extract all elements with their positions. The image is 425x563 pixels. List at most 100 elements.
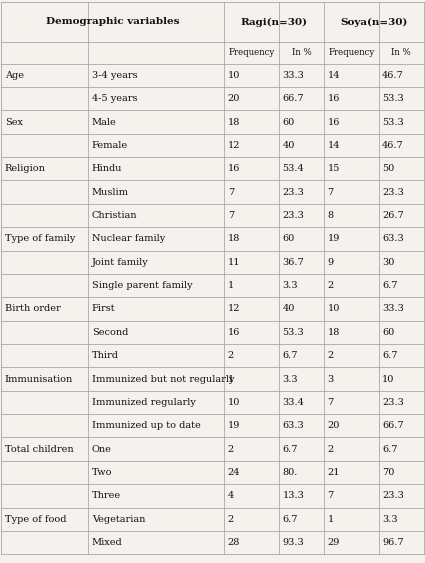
Text: 33.4: 33.4 bbox=[282, 398, 304, 407]
Text: 10: 10 bbox=[228, 398, 240, 407]
Text: Christian: Christian bbox=[92, 211, 137, 220]
Text: 93.3: 93.3 bbox=[282, 538, 304, 547]
Text: Age: Age bbox=[5, 71, 24, 80]
Text: Joint family: Joint family bbox=[92, 258, 148, 267]
Text: 1: 1 bbox=[228, 374, 234, 383]
Text: Soya(n=30): Soya(n=30) bbox=[340, 17, 408, 26]
Text: Hindu: Hindu bbox=[92, 164, 122, 173]
Text: 46.7: 46.7 bbox=[382, 71, 404, 80]
Text: 29: 29 bbox=[327, 538, 340, 547]
Text: 23.3: 23.3 bbox=[382, 187, 404, 196]
Text: One: One bbox=[92, 445, 112, 454]
Text: 46.7: 46.7 bbox=[382, 141, 404, 150]
Text: 96.7: 96.7 bbox=[382, 538, 404, 547]
Text: 6.7: 6.7 bbox=[382, 281, 398, 290]
Text: 11: 11 bbox=[228, 258, 240, 267]
Text: 7: 7 bbox=[228, 187, 234, 196]
Text: 3.3: 3.3 bbox=[282, 281, 298, 290]
Text: 7: 7 bbox=[327, 187, 334, 196]
Text: Single parent family: Single parent family bbox=[92, 281, 193, 290]
Text: 10: 10 bbox=[327, 305, 340, 314]
Text: 60: 60 bbox=[282, 118, 295, 127]
Text: 23.3: 23.3 bbox=[282, 211, 304, 220]
Text: Religion: Religion bbox=[5, 164, 45, 173]
Text: In %: In % bbox=[391, 48, 411, 57]
Text: First: First bbox=[92, 305, 115, 314]
Text: 12: 12 bbox=[228, 305, 240, 314]
Text: 33.3: 33.3 bbox=[282, 71, 304, 80]
Text: In %: In % bbox=[292, 48, 312, 57]
Text: Immunized regularly: Immunized regularly bbox=[92, 398, 196, 407]
Text: 19: 19 bbox=[327, 234, 340, 243]
Text: 18: 18 bbox=[228, 118, 240, 127]
Text: 1: 1 bbox=[327, 515, 334, 524]
Text: 9: 9 bbox=[327, 258, 334, 267]
Text: Nuclear family: Nuclear family bbox=[92, 234, 165, 243]
Text: 50: 50 bbox=[382, 164, 394, 173]
Text: 33.3: 33.3 bbox=[382, 305, 404, 314]
Text: 16: 16 bbox=[228, 328, 240, 337]
Text: 16: 16 bbox=[327, 118, 340, 127]
Text: 2: 2 bbox=[228, 351, 234, 360]
Text: 3: 3 bbox=[327, 374, 334, 383]
Text: Third: Third bbox=[92, 351, 119, 360]
Text: Type of food: Type of food bbox=[5, 515, 66, 524]
Text: 15: 15 bbox=[327, 164, 340, 173]
Text: Type of family: Type of family bbox=[5, 234, 75, 243]
Text: 2: 2 bbox=[327, 351, 334, 360]
Text: 2: 2 bbox=[327, 281, 334, 290]
Text: 4-5 years: 4-5 years bbox=[92, 94, 137, 103]
Text: Demographic variables: Demographic variables bbox=[46, 17, 179, 26]
Text: 2: 2 bbox=[327, 445, 334, 454]
Text: Ragi(n=30): Ragi(n=30) bbox=[241, 17, 308, 26]
Text: 18: 18 bbox=[228, 234, 240, 243]
Text: 53.4: 53.4 bbox=[282, 164, 304, 173]
Text: 3.3: 3.3 bbox=[382, 515, 398, 524]
Text: Two: Two bbox=[92, 468, 112, 477]
Text: Vegetarian: Vegetarian bbox=[92, 515, 145, 524]
Text: 60: 60 bbox=[382, 328, 394, 337]
Text: 6.7: 6.7 bbox=[282, 515, 298, 524]
Text: 36.7: 36.7 bbox=[282, 258, 304, 267]
Text: 2: 2 bbox=[228, 515, 234, 524]
Text: 23.3: 23.3 bbox=[382, 491, 404, 501]
Text: Immunized up to date: Immunized up to date bbox=[92, 421, 201, 430]
Text: 53.3: 53.3 bbox=[382, 118, 404, 127]
Text: 3-4 years: 3-4 years bbox=[92, 71, 137, 80]
Text: 6.7: 6.7 bbox=[382, 445, 398, 454]
Text: 53.3: 53.3 bbox=[382, 94, 404, 103]
Text: 8: 8 bbox=[327, 211, 334, 220]
Text: 60: 60 bbox=[282, 234, 295, 243]
Text: 66.7: 66.7 bbox=[282, 94, 304, 103]
Text: 19: 19 bbox=[228, 421, 240, 430]
Text: Second: Second bbox=[92, 328, 128, 337]
Text: 63.3: 63.3 bbox=[282, 421, 304, 430]
Text: Immunized but not regularly: Immunized but not regularly bbox=[92, 374, 234, 383]
Text: 16: 16 bbox=[228, 164, 240, 173]
Text: 7: 7 bbox=[228, 211, 234, 220]
Text: 24: 24 bbox=[228, 468, 240, 477]
Text: Immunisation: Immunisation bbox=[5, 374, 73, 383]
Text: 14: 14 bbox=[327, 71, 340, 80]
Text: 16: 16 bbox=[327, 94, 340, 103]
Text: Muslim: Muslim bbox=[92, 187, 129, 196]
Text: 28: 28 bbox=[228, 538, 240, 547]
Text: 70: 70 bbox=[382, 468, 394, 477]
Text: 21: 21 bbox=[327, 468, 340, 477]
Text: 30: 30 bbox=[382, 258, 394, 267]
Text: 14: 14 bbox=[327, 141, 340, 150]
Text: 6.7: 6.7 bbox=[282, 351, 298, 360]
Text: 7: 7 bbox=[327, 398, 334, 407]
Text: Frequency: Frequency bbox=[328, 48, 374, 57]
Text: 63.3: 63.3 bbox=[382, 234, 404, 243]
Text: 1: 1 bbox=[228, 281, 234, 290]
Text: 7: 7 bbox=[327, 491, 334, 501]
Text: 53.3: 53.3 bbox=[282, 328, 304, 337]
Text: Birth order: Birth order bbox=[5, 305, 60, 314]
Text: Total children: Total children bbox=[5, 445, 73, 454]
Text: 80.: 80. bbox=[282, 468, 298, 477]
Text: 10: 10 bbox=[382, 374, 394, 383]
Text: 3.3: 3.3 bbox=[282, 374, 298, 383]
Text: 20: 20 bbox=[327, 421, 340, 430]
Text: Frequency: Frequency bbox=[229, 48, 275, 57]
